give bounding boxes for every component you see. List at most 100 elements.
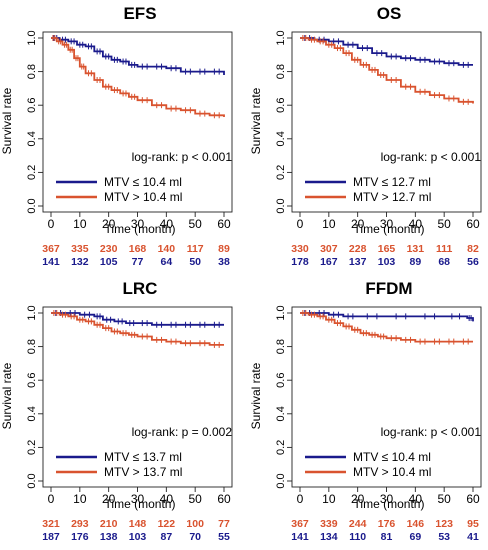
number-at-risk: 367 335 230 168 140 117 89 141 132 105 77 64 50 38: [42, 243, 230, 268]
y-tick-label: 0.2: [26, 165, 38, 180]
at-risk-low-mtv: 64: [160, 256, 172, 268]
at-risk-high-mtv: 165: [378, 243, 396, 255]
curve-low-mtv: [51, 312, 224, 326]
x-tick-label: 10: [73, 492, 87, 506]
curve-low-mtv: [300, 37, 473, 66]
at-risk-low-mtv: 105: [100, 256, 118, 268]
x-tick-label: 40: [160, 217, 174, 231]
x-tick-label: 40: [409, 217, 423, 231]
at-risk-low-mtv: 103: [378, 256, 396, 268]
panel-lrc: LRC 0 10 20 30 40 50 60 0.0 0.2 0.4 0.6 0.8 1.0 Surv…: [0, 279, 233, 543]
at-risk-low-mtv: 68: [438, 256, 450, 268]
at-risk-high-mtv: 176: [378, 518, 396, 530]
y-axis-label: Survival rate: [0, 362, 14, 429]
number-at-risk: 330 307 228 165 131 111 82 178 167 137 103 89 68 56: [291, 243, 479, 268]
at-risk-high-mtv: 307: [320, 243, 338, 255]
x-tick-label: 30: [380, 217, 394, 231]
at-risk-low-mtv: 167: [320, 256, 338, 268]
x-axis-label: Time (month): [105, 497, 176, 511]
at-risk-high-mtv: 140: [158, 243, 176, 255]
y-tick-label: 0.4: [275, 131, 287, 146]
log-rank-annotation: log-rank: p < 0.001: [132, 150, 233, 164]
number-at-risk: 367 339 244 176 146 123 95 141 134 110 81 69 53 41: [291, 518, 479, 543]
at-risk-high-mtv: 100: [186, 518, 204, 530]
x-tick-label: 60: [466, 492, 480, 506]
legend: MTV ≤ 10.4 ml MTV > 10.4 ml: [56, 175, 182, 204]
legend-label-high: MTV > 10.4 ml: [104, 190, 182, 204]
y-tick-label: 1.0: [275, 305, 287, 320]
at-risk-high-mtv: 230: [100, 243, 118, 255]
x-tick-label: 20: [102, 492, 116, 506]
at-risk-high-mtv: 367: [291, 518, 309, 530]
plot-area: 0 10 20 30 40 50 60 0.0 0.2 0.4 0.6 0.8 1.0: [26, 305, 233, 506]
y-tick-label: 0.6: [275, 373, 287, 388]
at-risk-high-mtv: 123: [435, 518, 453, 530]
at-risk-low-mtv: 77: [132, 256, 144, 268]
y-tick-label: 0.8: [26, 339, 38, 354]
at-risk-high-mtv: 330: [291, 243, 309, 255]
legend-label-low: MTV ≤ 10.4 ml: [104, 175, 182, 189]
y-tick-label: 0.0: [275, 473, 287, 488]
y-tick-label: 1.0: [26, 305, 38, 320]
x-tick-label: 60: [466, 217, 480, 231]
legend-label-high: MTV > 12.7 ml: [353, 190, 431, 204]
at-risk-high-mtv: 111: [436, 243, 453, 255]
at-risk-high-mtv: 117: [187, 243, 204, 255]
at-risk-low-mtv: 138: [100, 531, 118, 543]
x-tick-label: 20: [351, 217, 365, 231]
at-risk-low-mtv: 56: [467, 256, 479, 268]
x-tick-label: 0: [297, 217, 304, 231]
at-risk-low-mtv: 50: [189, 256, 201, 268]
at-risk-high-mtv: 335: [71, 243, 89, 255]
at-risk-high-mtv: 339: [320, 518, 338, 530]
x-tick-label: 20: [351, 492, 365, 506]
at-risk-low-mtv: 89: [409, 256, 421, 268]
at-risk-low-mtv: 41: [467, 531, 479, 543]
y-tick-label: 0.8: [275, 339, 287, 354]
y-tick-label: 0.6: [26, 98, 38, 113]
at-risk-high-mtv: 122: [158, 518, 176, 530]
x-tick-label: 0: [48, 492, 55, 506]
y-tick-label: 0.8: [275, 64, 287, 79]
y-tick-label: 0.0: [275, 198, 287, 213]
at-risk-low-mtv: 141: [291, 531, 309, 543]
x-tick-label: 30: [131, 217, 145, 231]
x-tick-label: 0: [297, 492, 304, 506]
at-risk-low-mtv: 132: [71, 256, 89, 268]
at-risk-high-mtv: 244: [349, 518, 367, 530]
at-risk-high-mtv: 148: [129, 518, 147, 530]
at-risk-low-mtv: 55: [218, 531, 230, 543]
y-tick-label: 0.2: [275, 440, 287, 455]
at-risk-low-mtv: 176: [71, 531, 89, 543]
panel-os: OS 0 10 20 30 40 50 60 0.0 0.2 0.4 0.6 0.8 1.0 Survi…: [249, 4, 482, 268]
at-risk-high-mtv: 131: [407, 243, 425, 255]
plot-area: 0 10 20 30 40 50 60 0.0 0.2 0.4 0.6 0.8 1.0: [275, 30, 482, 231]
legend-label-high: MTV > 13.7 ml: [104, 465, 182, 479]
at-risk-high-mtv: 293: [71, 518, 89, 530]
y-tick-label: 0.2: [26, 440, 38, 455]
at-risk-high-mtv: 367: [42, 243, 60, 255]
at-risk-low-mtv: 178: [291, 256, 309, 268]
panel-ffdm: FFDM 0 10 20 30 40 50 60 0.0 0.2 0.4 0.6 0.8 1.0 Sur…: [249, 279, 482, 543]
x-tick-label: 30: [131, 492, 145, 506]
x-axis-label: Time (month): [105, 222, 176, 236]
x-tick-label: 50: [437, 492, 451, 506]
y-tick-label: 0.4: [275, 406, 287, 421]
at-risk-low-mtv: 81: [381, 531, 393, 543]
at-risk-high-mtv: 228: [349, 243, 367, 255]
panel-title: LRC: [123, 279, 158, 298]
at-risk-high-mtv: 321: [42, 518, 60, 530]
log-rank-annotation: log-rank: p < 0.001: [381, 150, 482, 164]
y-tick-label: 0.4: [26, 406, 38, 421]
legend: MTV ≤ 12.7 ml MTV > 12.7 ml: [305, 175, 431, 204]
y-tick-label: 0.6: [26, 373, 38, 388]
x-axis-label: Time (month): [354, 222, 425, 236]
at-risk-low-mtv: 87: [160, 531, 172, 543]
y-tick-label: 0.0: [26, 473, 38, 488]
plot-area: 0 10 20 30 40 50 60 0.0 0.2 0.4 0.6 0.8 1.0: [275, 305, 482, 506]
legend-label-high: MTV > 10.4 ml: [353, 465, 431, 479]
at-risk-low-mtv: 187: [42, 531, 60, 543]
legend-label-low: MTV ≤ 12.7 ml: [353, 175, 431, 189]
x-tick-label: 20: [102, 217, 116, 231]
panel-efs: EFS 0 10 20 30 40 50 60 0.0 0.2 0.4 0.6 0.8 1.0 Surv…: [0, 4, 233, 268]
